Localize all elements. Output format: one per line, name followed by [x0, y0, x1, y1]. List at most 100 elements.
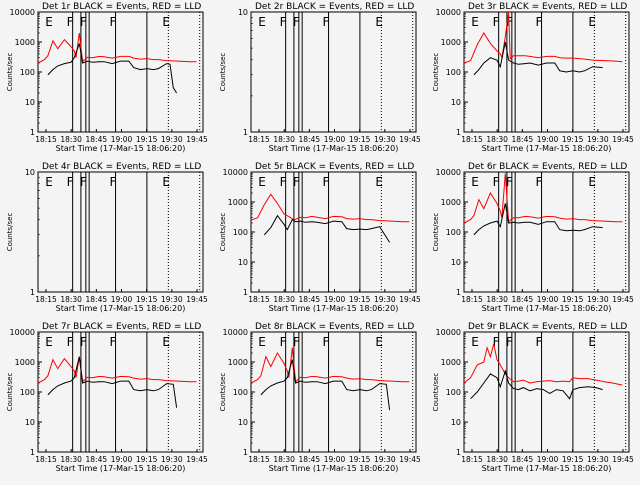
y-tick-label: 10: [25, 98, 35, 107]
x-tick-label: 18:30: [273, 295, 295, 304]
x-tick-label: 18:15: [461, 455, 483, 464]
y-tick-label: 100: [233, 228, 248, 237]
panel-6: Det 6r BLACK = Events, RED = LLD 1 10 100 10…: [432, 162, 634, 313]
y-axis-label: Counts/sec: [6, 53, 14, 92]
x-tick-label: 18:45: [86, 135, 108, 144]
x-tick-label: 18:30: [486, 455, 508, 464]
x-tick-label: 18:15: [248, 135, 270, 144]
y-tick-label: 1: [243, 288, 248, 297]
panel-2: Det 2r BLACK = Events, RED = LLD 1 10 Count…: [219, 2, 421, 153]
y-axis-label: Counts/sec: [432, 373, 440, 412]
panel-title: Det 3r BLACK = Events, RED = LLD: [468, 2, 627, 12]
x-tick-label: 18:30: [60, 135, 82, 144]
x-tick-label: 19:15: [136, 135, 158, 144]
series-line-events: [473, 41, 603, 76]
y-axis-label: Counts/sec: [219, 53, 227, 92]
panel-4: Det 4r BLACK = Events, RED = LLD 1 10 Count…: [6, 162, 208, 313]
flag-label: F: [110, 335, 117, 349]
panel-title: Det 7r BLACK = Events, RED = LLD: [42, 322, 201, 332]
x-tick-label: 19:45: [186, 295, 208, 304]
series-line-lld: [250, 347, 410, 384]
flag-label: E: [375, 335, 383, 349]
y-tick-label: 100: [20, 68, 35, 77]
x-tick-label: 18:30: [60, 295, 82, 304]
y-tick-label: 10: [238, 418, 248, 427]
x-tick-label: 19:30: [587, 295, 609, 304]
flag-label: F: [536, 335, 543, 349]
x-axis-label: Start Time (17-Mar-15 18:06:20): [269, 464, 399, 473]
y-tick-label: 10000: [436, 328, 461, 337]
x-tick-label: 19:30: [374, 455, 396, 464]
y-tick-label: 10000: [223, 168, 248, 177]
y-tick-label: 10: [451, 98, 461, 107]
panel-title: Det 2r BLACK = Events, RED = LLD: [255, 2, 414, 12]
y-tick-label: 10000: [436, 8, 461, 17]
x-tick-label: 18:15: [248, 295, 270, 304]
panel-title: Det 1r BLACK = Events, RED = LLD: [42, 2, 201, 12]
flag-label: E: [258, 15, 266, 29]
x-tick-label: 19:30: [374, 295, 396, 304]
y-tick-label: 10: [25, 418, 35, 427]
panel-title: Det 4r BLACK = Events, RED = LLD: [42, 162, 201, 172]
panel-9: Det 9r BLACK = Events, RED = LLD 1 10 100 10…: [432, 322, 634, 473]
x-tick-label: 18:30: [60, 455, 82, 464]
x-tick-label: 19:00: [111, 135, 133, 144]
y-tick-label: 10000: [223, 328, 248, 337]
y-tick-label: 1000: [228, 198, 248, 207]
panel-3: Det 3r BLACK = Events, RED = LLD 1 10 100 10…: [432, 2, 634, 153]
flag-label: F: [110, 175, 117, 189]
x-tick-label: 18:15: [248, 455, 270, 464]
x-tick-label: 19:15: [136, 455, 158, 464]
flag-label: E: [588, 335, 596, 349]
plot-frame: [463, 11, 630, 133]
flag-label: E: [375, 15, 383, 29]
y-tick-label: 1: [243, 128, 248, 137]
x-tick-label: 18:45: [512, 455, 534, 464]
panel-1: Det 1r BLACK = Events, RED = LLD 1 10 100 10…: [6, 2, 208, 153]
series-line-events: [47, 356, 178, 408]
flag-label: E: [588, 175, 596, 189]
flag-label: F: [323, 335, 330, 349]
flag-label: F: [67, 335, 74, 349]
series-line-lld: [37, 356, 197, 384]
flag-label: E: [162, 15, 170, 29]
panel-8: Det 8r BLACK = Events, RED = LLD 1 10 100 10…: [219, 322, 421, 473]
panel-title: Det 8r BLACK = Events, RED = LLD: [255, 322, 414, 332]
x-tick-label: 19:30: [587, 135, 609, 144]
y-tick-label: 1: [456, 128, 461, 137]
y-tick-label: 1000: [441, 38, 461, 47]
series-line-events: [470, 369, 603, 400]
x-axis-label: Start Time (17-Mar-15 18:06:20): [56, 304, 186, 313]
flag-label: F: [506, 335, 513, 349]
flag-label: F: [80, 175, 87, 189]
y-tick-label: 10: [451, 418, 461, 427]
flag-label: F: [323, 175, 330, 189]
panel-5: Det 5r BLACK = Events, RED = LLD 1 10 100 10…: [219, 162, 421, 313]
x-tick-label: 18:15: [35, 295, 57, 304]
flag-label: F: [293, 175, 300, 189]
y-axis-label: Counts/sec: [6, 213, 14, 252]
x-tick-label: 19:00: [537, 455, 559, 464]
x-tick-label: 19:30: [161, 455, 183, 464]
x-tick-label: 19:15: [562, 455, 584, 464]
flag-label: E: [258, 335, 266, 349]
flag-label: E: [162, 175, 170, 189]
flag-label: E: [375, 175, 383, 189]
flag-label: E: [45, 175, 53, 189]
x-axis-label: Start Time (17-Mar-15 18:06:20): [482, 304, 612, 313]
x-tick-label: 18:45: [299, 295, 321, 304]
y-tick-label: 10: [238, 258, 248, 267]
flag-label: E: [45, 15, 53, 29]
flag-label: F: [67, 15, 74, 29]
y-tick-label: 1: [243, 448, 248, 457]
x-tick-label: 19:30: [587, 455, 609, 464]
x-tick-label: 18:30: [486, 135, 508, 144]
x-tick-label: 19:00: [324, 135, 346, 144]
flag-label: F: [67, 175, 74, 189]
flag-label: F: [80, 335, 87, 349]
y-tick-label: 10000: [10, 328, 35, 337]
y-tick-label: 100: [20, 388, 35, 397]
flag-label: F: [493, 175, 500, 189]
x-tick-label: 19:45: [612, 455, 634, 464]
